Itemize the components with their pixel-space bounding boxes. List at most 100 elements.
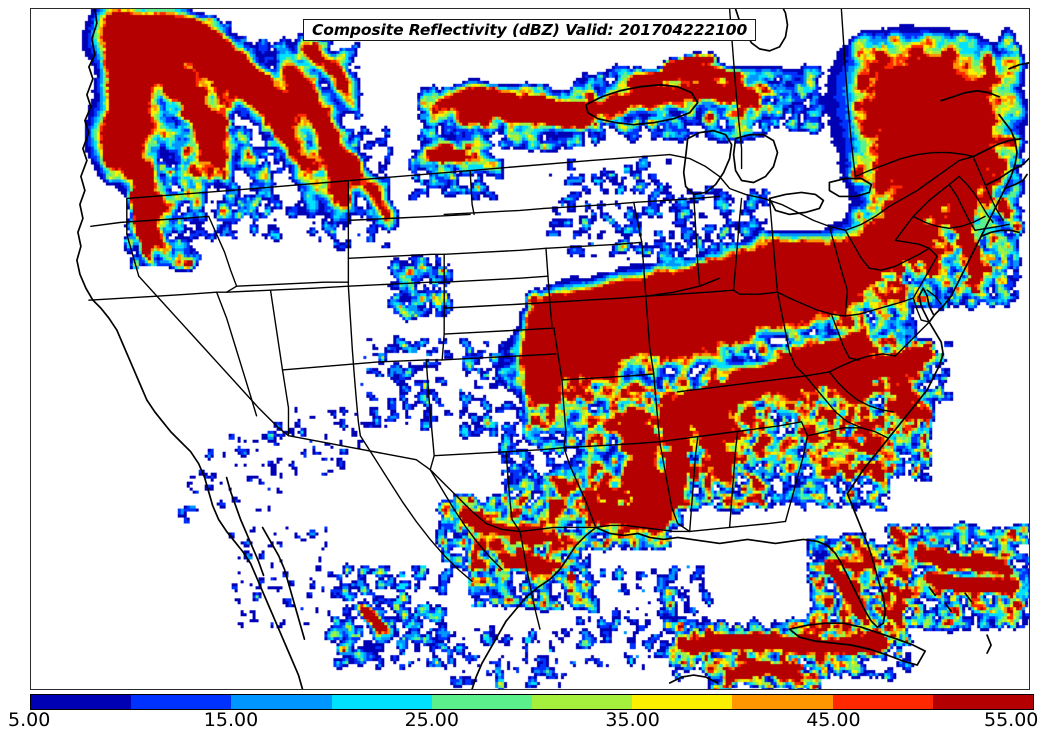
state-boundary-path [443, 275, 549, 283]
state-boundary-path [688, 520, 787, 533]
state-boundary-path [429, 468, 503, 571]
state-boundary-path [894, 239, 938, 299]
state-boundary-path [425, 253, 445, 361]
coastline-path [732, 133, 779, 184]
state-boundary-path [659, 421, 803, 443]
state-boundary-path [215, 291, 258, 417]
state-boundary-path [595, 524, 691, 533]
state-boundary-path [281, 359, 427, 371]
state-boundary-path [948, 183, 976, 232]
colorbar [30, 694, 1034, 710]
state-boundary-path [287, 435, 597, 533]
map-panel[interactable] [30, 8, 1030, 690]
colorbar-bin-25 [431, 695, 533, 709]
state-boundary-path [561, 379, 567, 449]
state-boundary-path [347, 285, 362, 437]
state-boundary-path [645, 277, 721, 297]
colorbar-bin-5 [31, 695, 132, 709]
state-boundary-path [692, 193, 701, 287]
coastline-path [595, 526, 819, 545]
state-boundary-path [653, 373, 661, 443]
state-boundary-path [728, 431, 739, 529]
coastline-path [471, 526, 597, 689]
state-boundary-path [347, 281, 445, 287]
coastline-path [828, 177, 873, 198]
coastline-path [585, 83, 699, 126]
state-boundary-path [732, 197, 743, 291]
state-boundary-path [974, 223, 1010, 232]
coastline-path [76, 9, 304, 689]
coastline-path [816, 492, 887, 629]
state-boundary-path [776, 291, 807, 377]
colorbar-bin-20 [331, 695, 432, 709]
state-boundary-path [840, 9, 857, 178]
state-boundary-path [505, 451, 521, 533]
state-boundary-path [894, 175, 960, 242]
state-boundary-path [443, 301, 553, 309]
state-boundary-path [561, 373, 655, 381]
state-boundary-path [563, 441, 661, 449]
coastline-path [940, 61, 1029, 102]
state-boundary-path [633, 195, 721, 204]
colorbar-label-15: 15.00 [203, 709, 259, 731]
colorbar-tick-labels: 5.00 15.00 25.00 35.00 45.00 55.00 [0, 709, 1060, 735]
coastline-path [225, 476, 265, 577]
state-boundary-path [443, 207, 545, 216]
state-boundary-path [90, 215, 210, 228]
state-boundary-path [563, 447, 597, 529]
state-boundary-path [677, 371, 831, 393]
coastline-path [668, 674, 719, 684]
state-boundary-path [126, 197, 140, 277]
state-boundary-path [359, 435, 473, 583]
colorbar-label-25: 25.00 [404, 709, 459, 731]
state-boundary-path [732, 197, 779, 295]
radar-reflectivity-layer [31, 9, 1029, 689]
page-title: Composite Reflectivity (dBZ) Valid: 2017… [312, 21, 748, 39]
state-boundary-path [828, 225, 849, 317]
state-boundary-path [433, 447, 565, 457]
map-title-box: Composite Reflectivity (dBZ) Valid: 2017… [303, 19, 757, 41]
state-boundary-path [828, 353, 896, 373]
coastline-path [928, 586, 992, 654]
colorbar-bin-30 [532, 695, 633, 709]
state-boundary-path [669, 153, 974, 232]
state-boundary-path [551, 295, 647, 303]
state-boundary-path [443, 327, 555, 335]
state-boundary-path [804, 375, 888, 439]
state-boundary-path [441, 353, 557, 361]
state-boundary-path [138, 275, 290, 437]
colorbar-bin-35 [632, 695, 733, 709]
state-boundary-path [830, 313, 861, 361]
state-boundary-path [545, 241, 643, 249]
coastline-path [768, 191, 825, 216]
state-boundary-path [235, 281, 350, 287]
coastline-path [261, 526, 306, 640]
state-boundary-path [645, 289, 735, 297]
state-boundary-path [926, 289, 942, 305]
state-boundary-path [269, 289, 290, 437]
state-boundary-path [844, 229, 930, 271]
colorbar-bin-15 [231, 695, 332, 709]
state-boundary-path [553, 327, 563, 381]
state-boundary-path [347, 213, 471, 222]
coastline-path [682, 129, 733, 196]
state-boundary-path [854, 151, 974, 178]
state-boundary-path [545, 247, 553, 327]
state-boundary-path [543, 201, 635, 210]
coastline-path [918, 287, 935, 323]
colorbar-bin-45 [832, 695, 933, 709]
state-boundary-path [126, 153, 671, 200]
state-boundary-path [972, 155, 1004, 222]
state-boundary-path [659, 441, 691, 533]
state-boundary-path [784, 421, 809, 523]
colorbar-label-45: 45.00 [806, 709, 861, 731]
state-boundary-path [519, 530, 541, 630]
coastline-path [972, 137, 1029, 186]
coastline-path [980, 229, 1020, 238]
state-boundary-path [88, 291, 228, 301]
coastline-path [1004, 173, 1028, 190]
colorbar-label-55: 55.00 [984, 709, 1039, 731]
coastline-path [788, 622, 927, 666]
state-boundary-path [347, 253, 445, 259]
colorbar-bin-40 [732, 695, 833, 709]
